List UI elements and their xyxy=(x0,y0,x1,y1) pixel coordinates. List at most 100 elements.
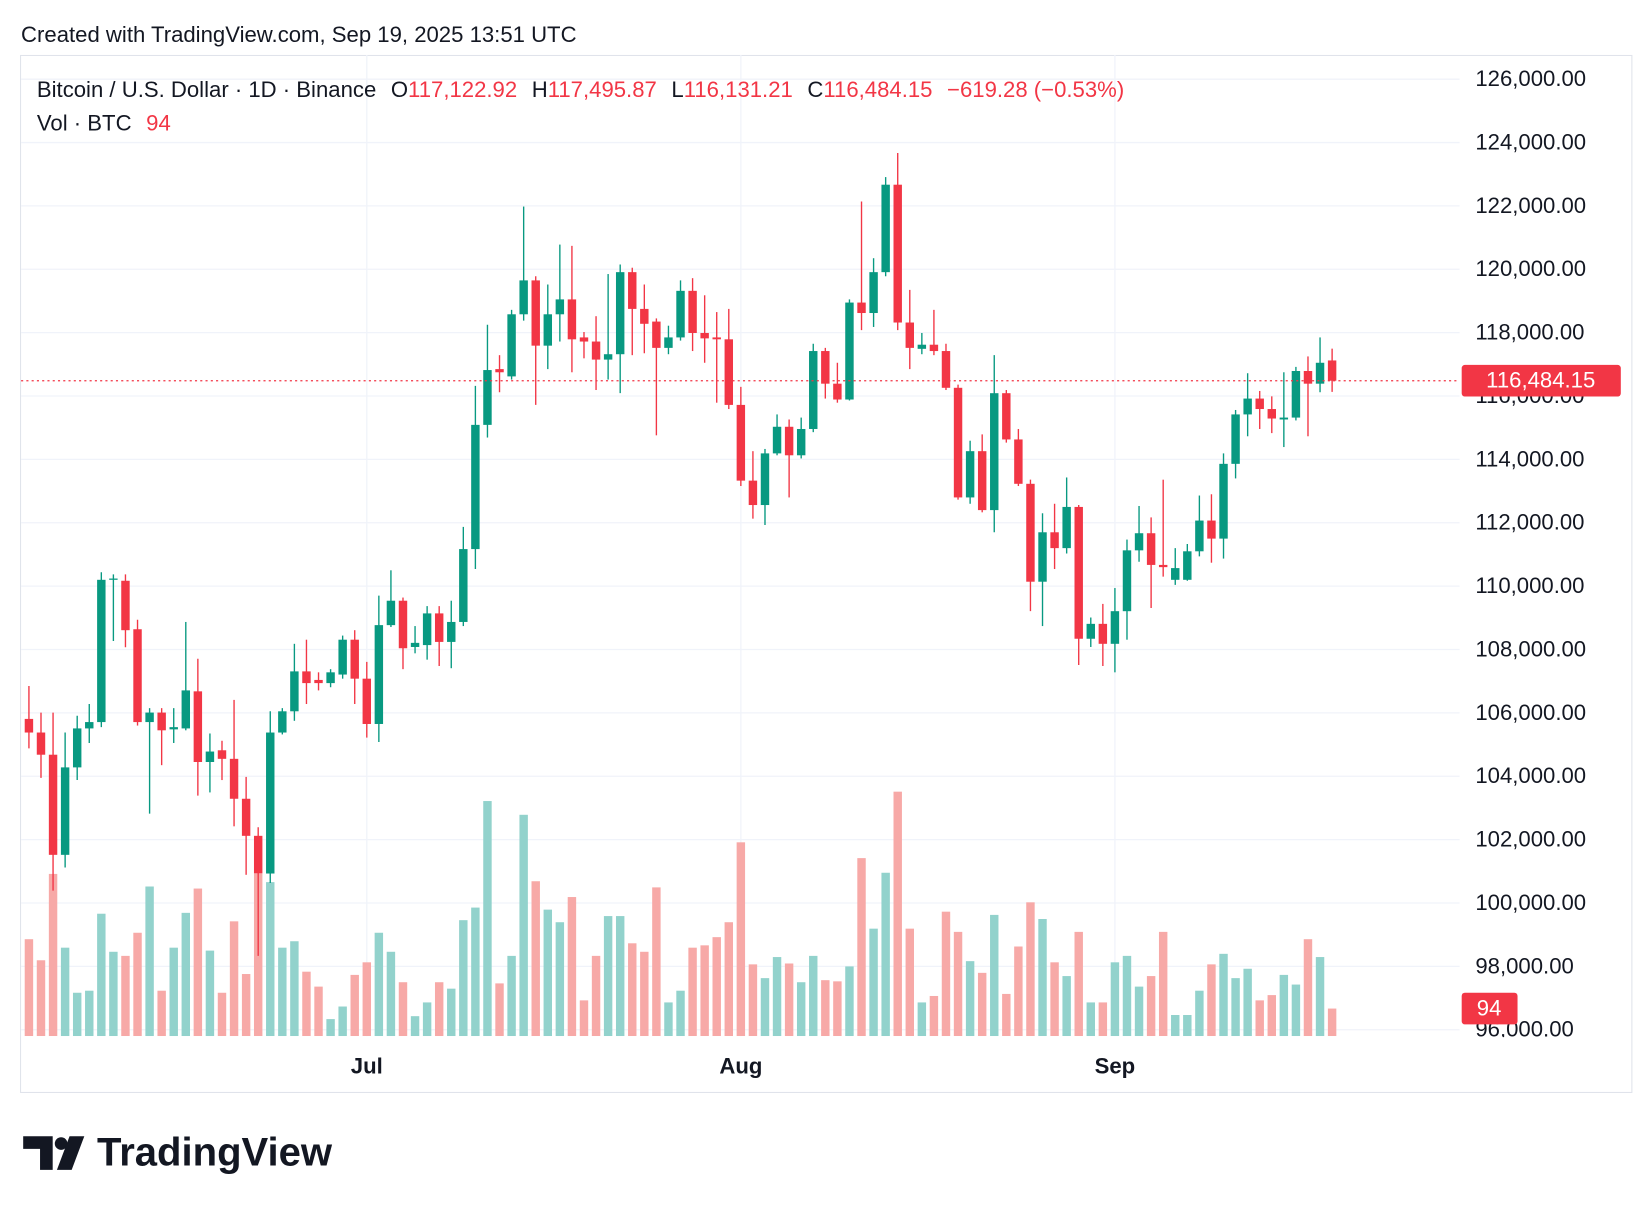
volume-bar xyxy=(917,1002,927,1037)
volume-bar xyxy=(760,978,770,1037)
candle-body xyxy=(676,290,685,338)
volume-bar xyxy=(459,920,468,1037)
volume-bar xyxy=(1038,918,1047,1037)
y-tick-label: 124,000.00 xyxy=(1475,129,1586,154)
open-value: 117,122.92 xyxy=(408,77,517,102)
candle-body xyxy=(990,393,999,511)
volume-bar xyxy=(591,955,601,1037)
candles xyxy=(21,153,1337,956)
volume-bar xyxy=(1315,957,1325,1037)
volume-bar xyxy=(1002,993,1011,1037)
candle-body xyxy=(869,272,878,314)
volume-bar xyxy=(857,858,866,1037)
created-note: Created with TradingView.com, Sep 19, 20… xyxy=(21,22,577,47)
candle-body xyxy=(628,272,637,309)
last-volume-label: 94 xyxy=(1477,995,1502,1020)
candle-body xyxy=(24,718,34,733)
volume-bar xyxy=(97,913,106,1037)
volume-bar xyxy=(929,995,939,1037)
volume-bar xyxy=(1062,976,1071,1037)
candle-body xyxy=(1002,393,1011,440)
candle-body xyxy=(181,690,191,729)
candle-body xyxy=(1183,551,1192,580)
volume-value: 94 xyxy=(146,110,171,135)
volume-bar xyxy=(181,912,191,1037)
volume-bar xyxy=(1267,995,1276,1037)
candle-body xyxy=(1050,532,1059,549)
candle-body xyxy=(278,711,287,733)
volume-bar xyxy=(664,1002,673,1037)
candle-body xyxy=(1014,439,1023,484)
logo-slash xyxy=(56,1136,85,1170)
candle-body xyxy=(1038,532,1047,582)
candle-body xyxy=(217,750,227,759)
candle-body xyxy=(881,184,890,273)
candle-body xyxy=(121,580,130,631)
volume-bar xyxy=(628,943,637,1037)
y-tick-label: 114,000.00 xyxy=(1475,446,1584,471)
candle-body xyxy=(760,453,770,506)
volume-bar xyxy=(1098,1002,1108,1037)
volume-bar xyxy=(724,922,734,1037)
candle-body xyxy=(145,712,154,723)
volume-bar xyxy=(712,937,721,1037)
volume-bar xyxy=(145,886,154,1037)
volume-bar xyxy=(205,950,215,1037)
volume-bar xyxy=(1255,1000,1264,1037)
candle-body xyxy=(495,369,504,373)
volume-bar xyxy=(603,916,613,1037)
candle-body xyxy=(1086,623,1095,639)
volume-bar xyxy=(1219,953,1228,1037)
low-label: L xyxy=(671,77,683,102)
candle-body xyxy=(1243,398,1252,415)
candle-body xyxy=(157,712,166,731)
volume-bar xyxy=(1014,946,1023,1037)
volume-bar xyxy=(109,951,118,1037)
volume-bar xyxy=(941,911,951,1037)
volume-bar xyxy=(157,990,166,1037)
last-price-label: 116,484.15 xyxy=(1486,368,1595,393)
candle-body xyxy=(784,426,794,456)
y-tick-label: 100,000.00 xyxy=(1475,890,1586,915)
volume-bar xyxy=(36,960,46,1037)
volume-bar xyxy=(60,947,70,1037)
candle-body xyxy=(338,639,347,675)
brand-logo: TradingView xyxy=(23,1131,333,1175)
volume-bar xyxy=(483,801,492,1037)
candle-body xyxy=(350,639,359,679)
volume-bar xyxy=(1026,902,1035,1037)
volume-bar xyxy=(1158,931,1168,1037)
volume-bar xyxy=(652,887,661,1037)
candle-body xyxy=(772,426,782,454)
candle-body xyxy=(845,302,854,400)
volume-bar xyxy=(784,963,794,1037)
brand-name: TradingView xyxy=(97,1131,333,1175)
volume-bar xyxy=(567,897,577,1037)
candle-body xyxy=(893,184,902,323)
candle-body xyxy=(603,354,613,360)
volume-bar xyxy=(398,982,408,1037)
candle-body xyxy=(410,642,420,647)
logo-dot xyxy=(54,1137,68,1150)
candle-body xyxy=(953,387,963,498)
candle-body xyxy=(724,339,734,405)
candle-body xyxy=(193,691,203,763)
time-axis: Jul Aug Sep xyxy=(351,1054,1135,1079)
volume-bar xyxy=(1146,976,1156,1037)
candle-body xyxy=(857,302,866,314)
y-tick-label: 126,000.00 xyxy=(1475,66,1586,91)
candle-body xyxy=(241,798,251,836)
volume-bar xyxy=(1231,978,1240,1037)
volume-bar xyxy=(796,982,806,1037)
candle-body xyxy=(1207,520,1216,539)
volume-bar xyxy=(434,982,444,1037)
volume-bar xyxy=(519,814,528,1037)
candle-body xyxy=(434,613,444,642)
volume-bar xyxy=(1195,990,1204,1037)
candle-body xyxy=(1255,398,1264,410)
volume-bar xyxy=(1279,974,1289,1037)
volume-bar xyxy=(447,988,456,1037)
last-volume-tag xyxy=(1461,992,1518,1025)
candle-body xyxy=(1291,371,1301,418)
volume-bar xyxy=(24,939,34,1037)
